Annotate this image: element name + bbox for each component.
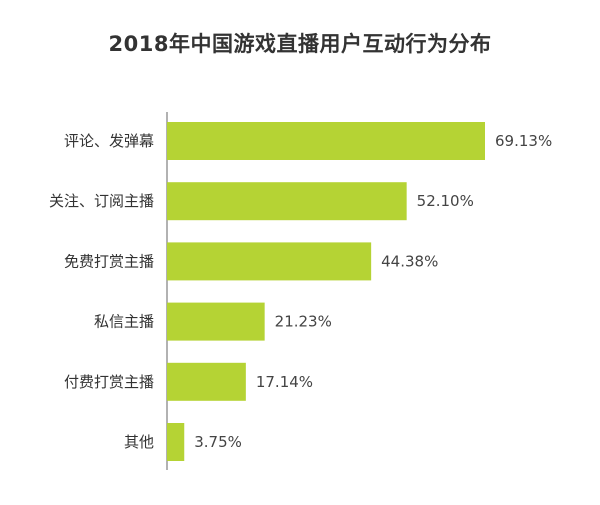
category-label-0: 评论、发弹幕 xyxy=(64,132,154,150)
bar-4 xyxy=(167,362,246,401)
bar-0 xyxy=(167,122,485,160)
category-label-3: 私信主播 xyxy=(94,313,154,331)
bars-layer xyxy=(167,122,485,461)
value-label-2: 44.38% xyxy=(381,252,438,270)
value-label-3: 21.23% xyxy=(275,313,332,331)
value-label-5: 3.75% xyxy=(194,433,242,451)
bar-2 xyxy=(167,242,372,281)
category-label-1: 关注、订阅主播 xyxy=(49,192,154,210)
bar-3 xyxy=(167,302,265,341)
value-label-0: 69.13% xyxy=(495,132,552,150)
value-labels: 69.13% 52.10% 44.38% 21.23% 17.14% 3.75% xyxy=(194,132,552,451)
category-label-4: 付费打赏主播 xyxy=(64,373,154,391)
value-label-4: 17.14% xyxy=(256,373,313,391)
value-label-1: 52.10% xyxy=(417,192,474,210)
category-label-5: 其他 xyxy=(124,433,154,451)
bar-5 xyxy=(167,423,185,461)
bar-1 xyxy=(167,182,407,221)
category-label-2: 免费打赏主播 xyxy=(64,252,154,270)
chart-title: 2018年中国游戏直播用户互动行为分布 xyxy=(108,32,492,56)
